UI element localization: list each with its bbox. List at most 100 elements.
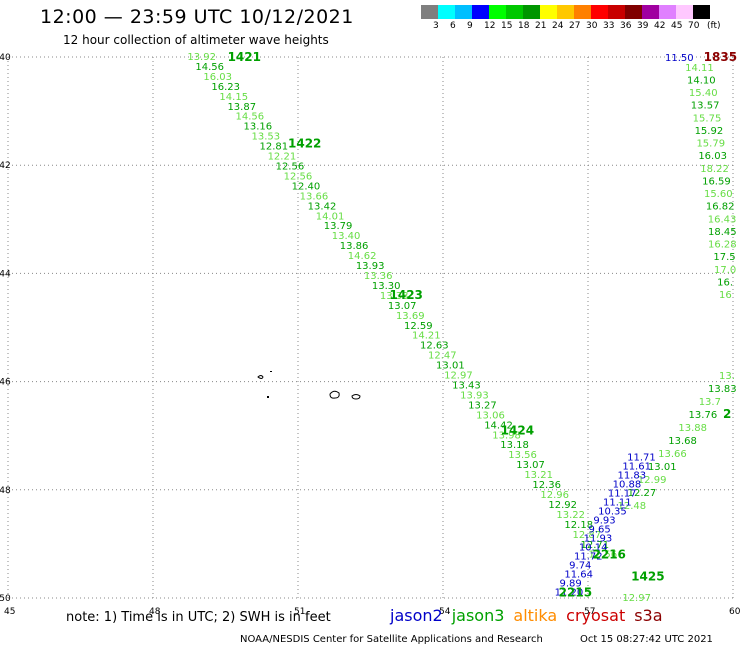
pass-label: 1423 bbox=[390, 288, 423, 302]
legend-label: 12 bbox=[484, 21, 496, 31]
swh-value: 13.92 bbox=[187, 52, 216, 63]
legend-swatch bbox=[659, 5, 676, 19]
swh-value: 15.40 bbox=[689, 88, 718, 99]
swh-value: 12.63 bbox=[420, 341, 449, 352]
lon-tick-label: 57 bbox=[584, 607, 595, 617]
swh-value: 14.11 bbox=[685, 63, 714, 74]
legend-label: 36 bbox=[620, 21, 632, 31]
swh-value: 13.16 bbox=[243, 122, 272, 133]
swh-value: 13.36 bbox=[364, 271, 393, 282]
islands bbox=[257, 371, 361, 400]
swh-value: 13. bbox=[719, 371, 735, 382]
swh-value: 12.56 bbox=[276, 161, 305, 172]
swh-value: 13.7 bbox=[699, 397, 721, 408]
swh-value: 17.0 bbox=[714, 265, 736, 276]
swh-value: 13.86 bbox=[340, 241, 369, 252]
island-outline bbox=[329, 390, 340, 399]
legend-label: 21 bbox=[535, 21, 547, 31]
legend-swatch bbox=[438, 5, 455, 19]
swh-value: 13.93 bbox=[460, 390, 489, 401]
swh-value: 13.66 bbox=[300, 191, 329, 202]
swh-value: 13.27 bbox=[468, 400, 497, 411]
map-grid bbox=[7, 56, 734, 599]
swh-value: 18.45 bbox=[708, 227, 737, 238]
swh-value: 12.56 bbox=[589, 550, 618, 561]
swh-value: 13.42 bbox=[308, 201, 337, 212]
swh-value: 16.43 bbox=[708, 214, 737, 225]
swh-value: 11.50 bbox=[665, 53, 694, 64]
legend-label: (ft) bbox=[707, 21, 721, 31]
legend-swatch bbox=[608, 5, 625, 19]
pass-label: 1421 bbox=[228, 50, 261, 64]
swh-value: 17.5 bbox=[713, 252, 735, 263]
swh-value: 12.99 bbox=[638, 475, 667, 486]
swh-value: 16 bbox=[719, 290, 732, 301]
swh-value: 16.23 bbox=[211, 82, 240, 93]
legend-label: 15 bbox=[501, 21, 513, 31]
legend-label: 30 bbox=[586, 21, 598, 31]
swh-value: 12.92 bbox=[548, 500, 577, 511]
legend-swatch bbox=[625, 5, 642, 19]
mission-jason3: jason3 bbox=[451, 606, 505, 625]
swh-value: 16.03 bbox=[203, 72, 232, 83]
swh-value: 13.33 bbox=[380, 291, 409, 302]
swh-value: 12.81 bbox=[260, 142, 289, 153]
swh-value: 13.69 bbox=[396, 311, 425, 322]
swh-value: 13.06 bbox=[476, 410, 505, 421]
legend-label: 27 bbox=[569, 21, 581, 31]
legend-swatch bbox=[472, 5, 489, 19]
legend-labels: 3 6 9 12 15 18 21 24 27 30 33 36 39 42 45 70 (ft) bbox=[421, 19, 721, 31]
swh-value: 13.07 bbox=[388, 301, 417, 312]
legend-label: 18 bbox=[518, 21, 530, 31]
swh-value: 15.75 bbox=[693, 113, 722, 124]
pass-label: 2216 bbox=[593, 548, 626, 562]
swh-value: 16.28 bbox=[708, 240, 737, 251]
lat-tick-label: -40 bbox=[0, 53, 11, 63]
swh-value: 16.59 bbox=[702, 176, 731, 187]
swh-value: 12.48 bbox=[618, 501, 647, 512]
pass-label: 1422 bbox=[288, 137, 321, 151]
wave-height-color-legend: 3 6 9 12 15 18 21 24 27 30 33 36 39 42 45 70 (ft) bbox=[421, 5, 721, 31]
swh-value: 13.57 bbox=[691, 101, 720, 112]
pass-labels: 1421 1422 1423 1424 1425 2216 2215 1835 11.50 2 bbox=[228, 50, 737, 600]
swh-value: 9.65 bbox=[589, 524, 611, 535]
footer-note: note: 1) Time is in UTC; 2) SWH is in fe… bbox=[66, 610, 331, 625]
swh-value: 10.88 bbox=[613, 479, 642, 490]
swh-value: 13.56 bbox=[508, 450, 537, 461]
swh-value: 9.89 bbox=[560, 579, 582, 590]
legend-label: 42 bbox=[654, 21, 666, 31]
legend-swatch bbox=[506, 5, 523, 19]
swh-value: 13.76 bbox=[689, 410, 718, 421]
swh-value: 12.59 bbox=[404, 321, 433, 332]
swh-value: 13.18 bbox=[500, 440, 529, 451]
mission-jason2: jason2 bbox=[390, 606, 443, 625]
pass-label: 1835 bbox=[704, 50, 737, 64]
swh-value: 12.47 bbox=[428, 351, 457, 362]
swh-value: 13.01 bbox=[648, 462, 677, 473]
swh-value: 10.35 bbox=[598, 506, 627, 517]
swh-value: 9.93 bbox=[593, 515, 615, 526]
swh-value: 11.83 bbox=[618, 470, 647, 481]
swh-value: 13.07 bbox=[516, 460, 545, 471]
mission-legend: jason2 jason3 altika cryosat s3a bbox=[390, 606, 672, 625]
legend-label: 6 bbox=[450, 21, 456, 31]
pass-label: 1424 bbox=[501, 423, 534, 437]
swh-value: 12.27 bbox=[628, 488, 657, 499]
swh-value: 14.21 bbox=[412, 331, 441, 342]
swh-value: 13.30 bbox=[372, 281, 401, 292]
swh-value: 13.79 bbox=[324, 221, 353, 232]
lat-tick-label: -44 bbox=[0, 269, 11, 279]
swh-value: 12.97 bbox=[622, 593, 651, 604]
island-outline bbox=[257, 375, 264, 379]
swh-value: 13.40 bbox=[332, 231, 361, 242]
legend-label: 33 bbox=[603, 21, 615, 31]
swh-value: 11.93 bbox=[584, 533, 613, 544]
swh-value: 11.17 bbox=[608, 488, 637, 499]
mission-s3a: s3a bbox=[634, 606, 663, 625]
pass-label: 2215 bbox=[559, 586, 592, 600]
swh-value: 13.66 bbox=[658, 449, 687, 460]
legend-label: 70 bbox=[688, 21, 700, 31]
swh-value: 10.14 bbox=[579, 543, 608, 554]
swh-value: 14.10 bbox=[687, 75, 716, 86]
